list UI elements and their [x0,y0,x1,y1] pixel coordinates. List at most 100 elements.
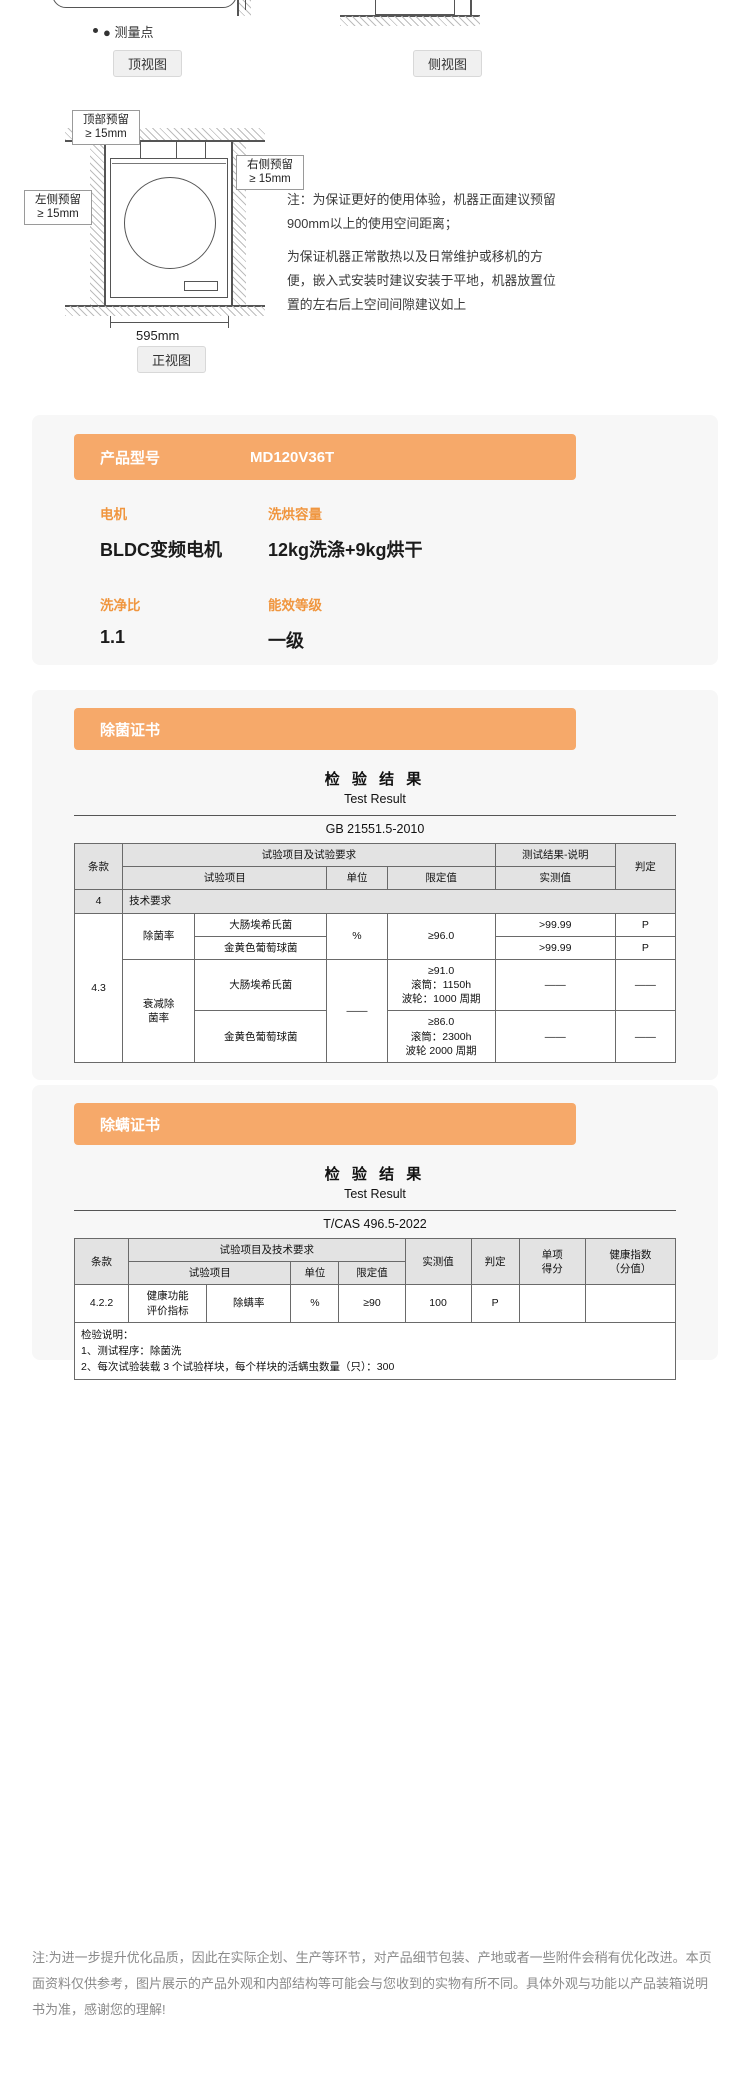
callout-top-line1: 顶部预留 [83,114,129,126]
mite-certificate-card: 除螨证书 检 验 结 果 Test Result T/CAS 496.5-202… [32,1085,718,1381]
side-view-wall-line [470,0,472,16]
sterilize-certificate-title: 除菌证书 [100,721,161,739]
spec-value: 一级 [268,631,304,651]
mite-result-table: 条款 试验项目及技术要求 实测值 判定 单项 得分 健康指数 （分值） 试验项目 [73,1237,677,1323]
spec-key: 洗净比 [100,598,141,613]
cell-unit: % [290,1284,340,1323]
mite-certificate-body: 检 验 结 果 Test Result T/CAS 496.5-2022 条款 … [73,1163,677,1381]
spec-key: 电机 [100,507,127,522]
top-view-wall-line [237,0,239,16]
th-score: 单项 得分 [518,1237,586,1286]
top-view-caption: 顶视图 [113,50,183,77]
th-item-req: 试验项目及技术要求 [128,1237,406,1263]
th-item-req: 试验项目及试验要求 [122,842,496,868]
top-gap-arrow-2 [176,142,177,158]
measure-point-dot [93,28,98,33]
callout-right-line1: 右侧预留 [247,159,293,171]
cell-limit-line1: ≥86.0 [427,1016,455,1029]
front-view-panel-line [112,163,226,164]
width-dimension-tick-right [228,316,229,328]
cell-group2-line1: 衰减除 [142,997,175,1010]
th-clause: 条款 [73,1237,130,1286]
th-measured: 实测值 [494,866,616,891]
spec-row: 电机 BLDC变频电机 洗烘容量 12kg洗涤+9kg烘干 [100,503,660,562]
sterilize-divider [74,815,676,816]
sterilize-certificate-banner: 除菌证书 [74,708,576,750]
th-health-line1: 健康指数 [609,1248,652,1261]
cell-group-line2: 评价指标 [146,1304,189,1317]
callout-left-clearance: 左侧预留 ≥ 15mm [24,190,92,225]
cell-measured: >99.99 [494,912,616,937]
front-view-right-wall-line [231,140,233,305]
cell-item: 大肠埃希氏菌 [194,958,328,1012]
th-score-line1: 单项 [541,1248,563,1261]
th-item: 试验项目 [122,866,328,891]
th-limit: 限定值 [338,1261,406,1286]
callout-left-line2: ≥ 15mm [37,208,79,221]
front-view-caption: 正视图 [137,346,207,373]
front-view-ceiling-line [65,140,265,142]
cell-group2-line2: 菌率 [148,1011,170,1024]
width-dimension-tick-left [110,316,111,328]
spec-key: 能效等级 [268,598,322,613]
cell-limit: ≥90 [338,1284,406,1323]
th-measured: 实测值 [404,1237,472,1286]
th-health: 健康指数 （分值） [584,1237,677,1286]
th-unit: 单位 [290,1261,340,1286]
sterilize-certificate-body: 检 验 结 果 Test Result GB 21551.5-2010 条款 试… [73,768,677,1063]
top-view-dim-line [245,0,246,10]
callout-right-line2: ≥ 15mm [249,173,291,186]
front-view-door-circle [124,177,216,269]
cell-clause: 4.2.2 [73,1284,130,1323]
cell-measured: —— [494,958,616,1012]
table-row: 试验项目 单位 限定值 [75,1261,676,1286]
side-view-caption: 侧视图 [413,50,483,77]
cell-group2-name: 衰减除 菌率 [122,958,196,1063]
cell-measured: —— [494,1010,616,1063]
installation-note-p2: 为保证机器正常散热以及日常维护或移机的方便，嵌入式安装时建议安装于平地，机器放置… [287,249,556,312]
cell-score [518,1284,586,1323]
side-view-appliance-outline [375,0,455,15]
table-row: 条款 试验项目及技术要求 实测值 判定 单项 得分 健康指数 （分值） [73,1237,677,1286]
th-clause: 条款 [73,842,124,891]
spec-value: BLDC变频电机 [100,540,222,560]
footnote-line2: 1、测试程序：除菌洗 [81,1344,182,1357]
installation-note-p1: 注：为保证更好的使用体验，机器正面建议预留900mm以上的使用空间距离； [287,192,556,231]
table-row: 金黄色葡萄球菌 ≥86.0 滚筒：2300h 波轮 2000 周期 —— —— [75,1010,677,1063]
footnote-line1: 检验说明： [81,1328,134,1341]
sterilize-heading-cn: 检 验 结 果 [324,771,426,788]
sterilize-standard: GB 21551.5-2010 [325,822,425,836]
cell-limit-line3: 波轮 2000 周期 [405,1044,477,1057]
cell-measured: 100 [404,1284,472,1323]
callout-right-clearance: 右侧预留 ≥ 15mm [236,155,304,190]
table-row: 金黄色葡萄球菌 >99.99 P [75,935,677,960]
width-dimension-line [110,322,228,323]
cell-health [584,1284,677,1323]
cell-item: 金黄色葡萄球菌 [194,935,328,960]
callout-top-line2: ≥ 15mm [85,128,127,141]
th-judge: 判定 [614,842,677,891]
footnote-line3: 2、每次试验装载 3 个试验样块，每个样块的活螨虫数量（只）：300 [81,1361,395,1374]
cell-item: 除螨率 [206,1284,292,1323]
top-view-appliance-outline [52,0,237,8]
table-row: 4 技术要求 [73,889,676,914]
spec-cell-energy-grade: 能效等级 一级 [268,594,568,653]
page-disclaimer: 注:为进一步提升优化品质，因此在实际企划、生产等环节，对产品细节包装、产地或者一… [32,1950,712,2017]
cell-group: 健康功能 评价指标 [128,1284,208,1323]
mite-table-footnote: 检验说明： 1、测试程序：除菌洗 2、每次试验装载 3 个试验样块，每个样块的活… [74,1322,676,1381]
cell-judge: P [614,912,677,937]
spec-cell-wash-ratio: 洗净比 1.1 [100,594,268,653]
front-view-filter-hatch [184,281,218,291]
top-view-wall-hatch [237,0,251,16]
cell-clause-43: 4.3 [73,912,124,1063]
cell-item: 大肠埃希氏菌 [194,912,328,937]
callout-top-clearance: 顶部预留 ≥ 15mm [72,110,140,145]
th-limit: 限定值 [386,866,496,891]
sterilize-heading-en: Test Result [344,792,406,806]
table-row: 衰减除 菌率 大肠埃希氏菌 —— ≥91.0 滚筒：1150h 波轮：1000 … [75,958,677,1063]
cell-judge: P [614,935,677,960]
cell-limit-line2: 滚筒：1150h [411,979,472,992]
cell-group1-name: 除菌率 [122,912,196,960]
cell-limit-line1: ≥91.0 [427,964,455,977]
side-view-floor-line [340,15,480,17]
